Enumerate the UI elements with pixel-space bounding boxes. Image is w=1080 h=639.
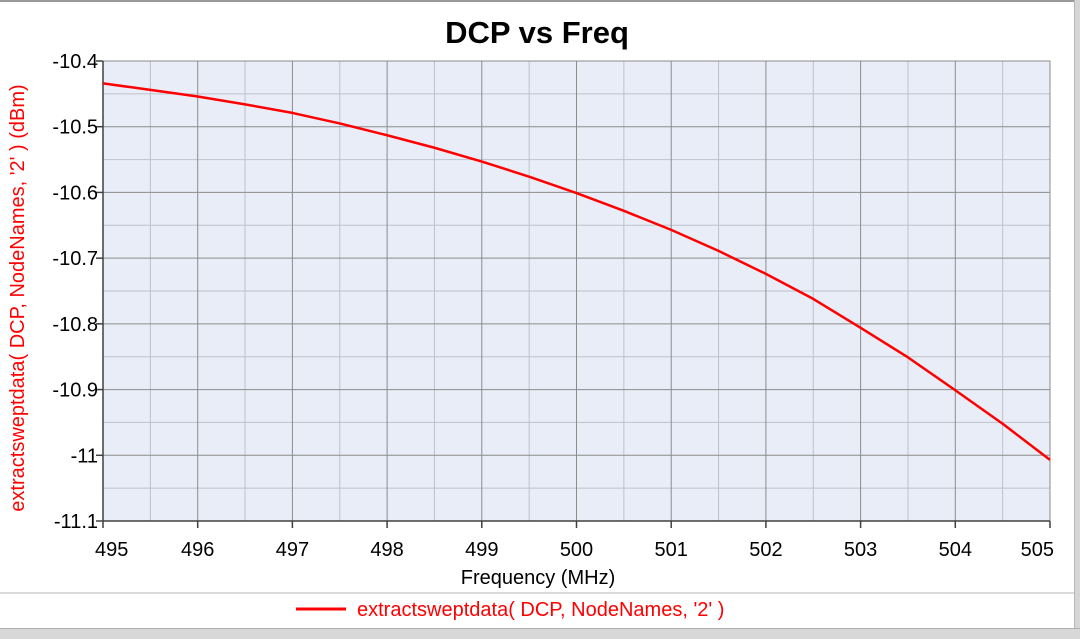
y-axis-title: extractsweptdata( DCP, NodeNames, '2' ) … xyxy=(7,84,29,511)
x-tick-label: 497 xyxy=(276,539,309,561)
window-right-border xyxy=(1074,0,1080,639)
series-layer xyxy=(102,82,1051,461)
x-tick-label: 500 xyxy=(560,539,593,561)
legend-label: extractsweptdata( DCP, NodeNames, '2' ) xyxy=(357,599,724,621)
status-strip xyxy=(0,628,1080,639)
y-tick-label: -10.6 xyxy=(52,182,98,204)
x-axis-title: Frequency (MHz) xyxy=(461,567,615,589)
y-tick-label: -10.8 xyxy=(52,314,98,336)
y-tick-label: -11 xyxy=(71,445,98,467)
x-tick-label: 505 xyxy=(1021,539,1054,561)
y-tick-label: -10.9 xyxy=(52,380,98,402)
y-tick-label: -10.4 xyxy=(52,51,98,73)
x-tick-label: 499 xyxy=(465,539,498,561)
x-tick-label: 496 xyxy=(181,539,214,561)
window-top-border xyxy=(0,0,1080,2)
chart-title: DCP vs Freq xyxy=(445,15,629,50)
x-tick-labels: 495 496 497 498 499 500 501 502 503 504 505 xyxy=(95,539,1054,561)
y-tick-labels: -10.4 -10.5 -10.6 -10.7 -10.8 -10.9 -11 -11.1 xyxy=(52,51,98,533)
y-tick-label: -10.5 xyxy=(52,117,98,139)
x-tick-label: 502 xyxy=(749,539,782,561)
legend: extractsweptdata( DCP, NodeNames, '2' ) xyxy=(296,599,724,621)
y-tick-label: -10.7 xyxy=(52,248,98,270)
x-tick-label: 495 xyxy=(95,539,128,561)
x-tick-label: 504 xyxy=(939,539,972,561)
x-tick-label: 501 xyxy=(655,539,688,561)
x-tick-label: 498 xyxy=(370,539,403,561)
series-line xyxy=(102,82,1051,461)
x-tick-label: 503 xyxy=(844,539,877,561)
y-tick-label: -11.1 xyxy=(54,511,98,533)
